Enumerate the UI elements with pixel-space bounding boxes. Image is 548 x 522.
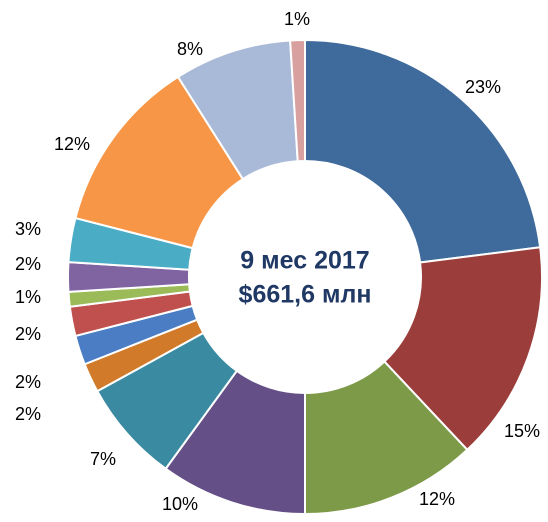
- slice-label: 1%: [284, 9, 310, 29]
- donut-slice: [382, 246, 543, 452]
- slice-label: 15%: [504, 421, 540, 441]
- slice-label: 8%: [177, 39, 203, 59]
- donut-slice: [304, 38, 542, 264]
- slice-label: 7%: [90, 449, 116, 469]
- donut-slice: [289, 38, 306, 163]
- slice-label: 2%: [15, 254, 41, 274]
- slice-label: 12%: [54, 134, 90, 154]
- slice-label: 2%: [15, 372, 41, 392]
- center-line-2: $661,6 млн: [239, 281, 372, 309]
- slice-label: 12%: [419, 489, 455, 509]
- center-line-1: 9 мес 2017: [240, 247, 369, 275]
- slice-label: 2%: [15, 324, 41, 344]
- slice-label: 2%: [15, 404, 41, 424]
- slice-label: 3%: [15, 219, 41, 239]
- slice-label: 23%: [465, 77, 501, 97]
- slice-label: 1%: [15, 287, 41, 307]
- slice-label: 10%: [162, 494, 198, 514]
